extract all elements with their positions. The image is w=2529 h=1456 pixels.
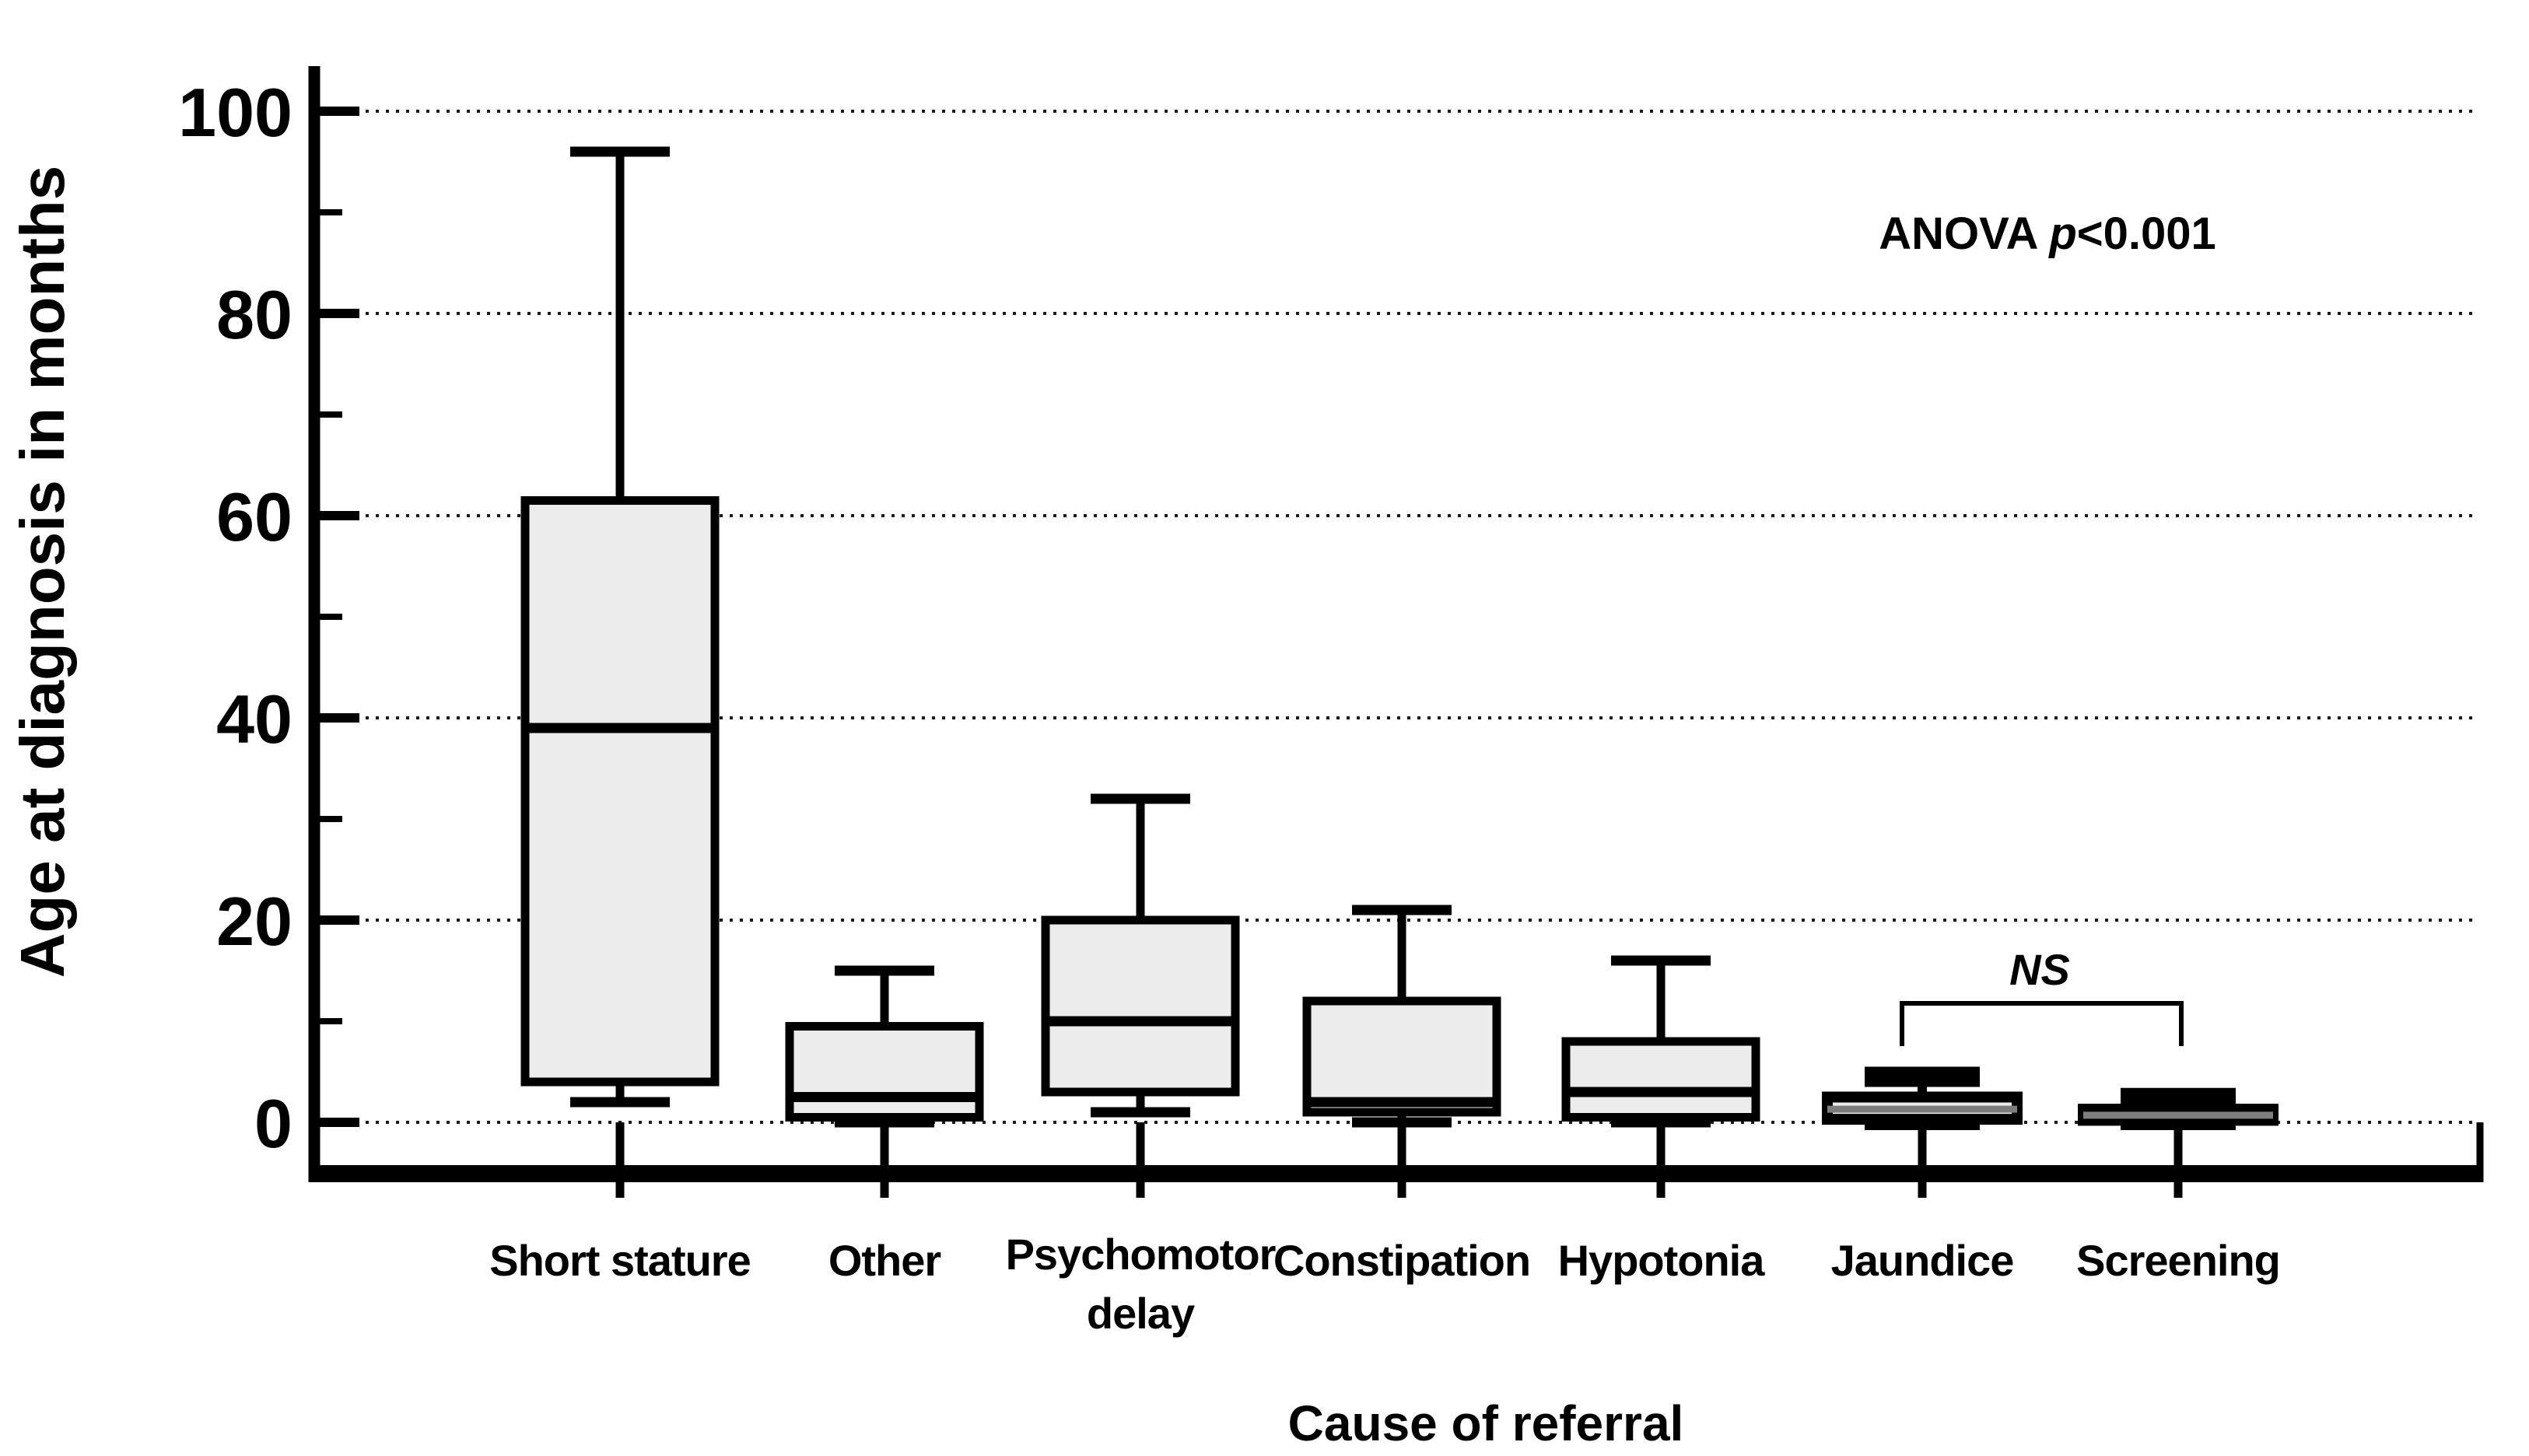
x-axis-title: Cause of referral [1288,1395,1684,1451]
y-tick-label-60: 60 [216,478,292,555]
iqr-box [785,1022,984,1122]
boxplot-jaundice: Jaundice [1822,1066,2023,1285]
anova-annotation: ANOVA p<0.001 [1879,208,2216,259]
iqr-box [1041,915,1240,1097]
category-label-psychomotor-delay-line1: Psychomotor [1006,1230,1276,1279]
x-axis-line [308,1165,2483,1182]
y-tick-label-100: 100 [178,74,292,151]
category-label-hypotonia: Hypotonia [1558,1236,1766,1285]
y-axis-title: Age at diagnosis in months [8,166,77,978]
category-label-psychomotor-delay-line2: delay [1087,1289,1195,1338]
category-label-screening: Screening [2076,1236,2280,1285]
category-label-jaundice: Jaundice [1831,1236,2014,1285]
category-label-constipation: Constipation [1273,1236,1530,1285]
anova-prefix: ANOVA [1879,208,2049,259]
y-tick-label-80: 80 [216,276,292,353]
y-tick-label-20: 20 [216,883,292,960]
boxplot-hypotonia: Hypotonia [1558,955,1766,1285]
anova-value: <0.001 [2077,208,2216,259]
boxplot-short-stature: Short stature [489,146,751,1285]
category-label-other: Other [828,1236,941,1285]
boxplot-psychomotor-delay: Psychomotor delay [1006,793,1277,1338]
ns-bracket [1900,1001,2184,1046]
iqr-box [1561,1037,1760,1122]
y-tick-label-40: 40 [216,681,292,758]
iqr-box [520,496,720,1087]
boxplot-constipation: Constipation [1273,905,1531,1285]
y-tick-label-0: 0 [254,1085,292,1162]
ns-label: NS [2009,945,2070,994]
anova-p-symbol: p [2047,208,2076,259]
boxplot-other: Other [785,965,984,1285]
iqr-box [1302,996,1501,1117]
boxplot-screening: Screening [2076,1087,2281,1285]
y-axis-line [308,66,321,1182]
category-label-short-stature: Short stature [489,1236,751,1285]
plot-area: 0 20 40 60 80 100 Short stature Other Psychomoto… [178,66,2484,1338]
